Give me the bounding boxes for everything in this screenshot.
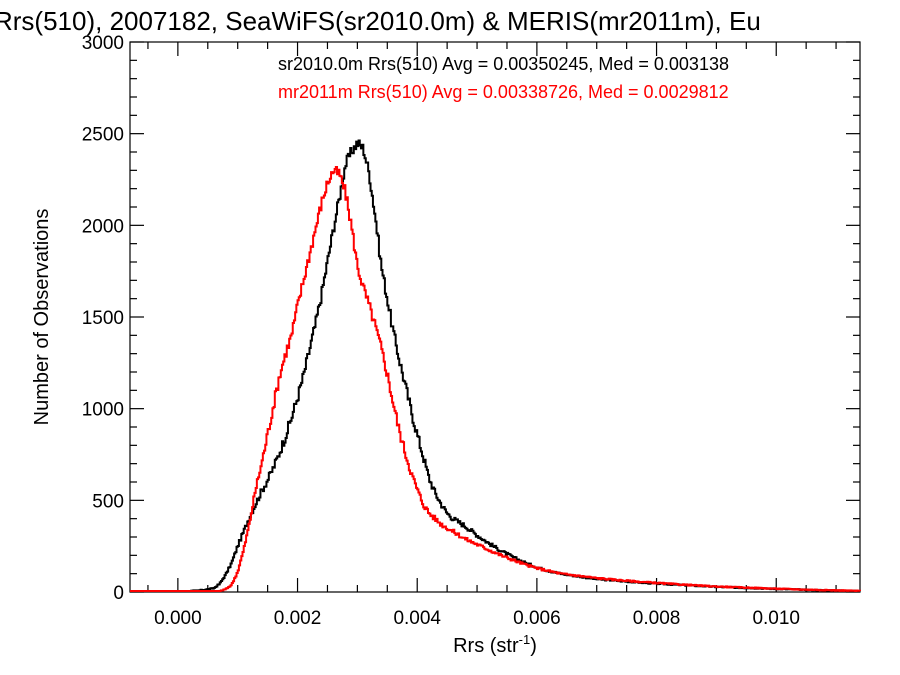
x-tick-label: 0.010 <box>752 608 800 629</box>
x-tick-label: 0.000 <box>154 608 202 629</box>
y-tick-label: 3000 <box>82 33 124 54</box>
y-tick-label: 0 <box>113 583 124 604</box>
x-tick-label: 0.008 <box>633 608 681 629</box>
x-tick-label: 0.006 <box>513 608 561 629</box>
plot-frame <box>129 41 861 593</box>
y-tick-label: 500 <box>92 491 124 512</box>
series-sr2010-line <box>130 139 860 592</box>
y-tick-label: 2000 <box>82 216 124 237</box>
x-axis-ticks: 0.000 0.002 0.004 0.006 0.008 0.010 <box>147 42 837 629</box>
x-axis-label-superscript: -1 <box>519 632 531 647</box>
y-axis-ticks: 0 500 1000 1500 2000 2500 3000 <box>82 33 860 604</box>
x-tick-label: 0.002 <box>274 608 322 629</box>
x-axis-label-close: ) <box>530 635 537 657</box>
x-axis-label-main: Rrs (str <box>453 635 519 657</box>
chart-title: Rrs(510), 2007182, SeaWiFS(sr2010.0m) & … <box>0 6 761 36</box>
annotation-sr2010: sr2010.0m Rrs(510) Avg = 0.00350245, Med… <box>278 54 729 74</box>
series-layer <box>130 139 861 592</box>
y-axis-label: Number of Observations <box>31 209 53 426</box>
y-tick-label: 2500 <box>82 125 124 146</box>
annotation-mr2011: mr2011m Rrs(510) Avg = 0.00338726, Med =… <box>278 82 729 102</box>
x-axis-label: Rrs (str-1) <box>453 632 537 657</box>
series-mr2011-line <box>130 166 861 592</box>
y-tick-label: 1000 <box>82 400 124 421</box>
x-tick-label: 0.004 <box>393 608 441 629</box>
y-tick-label: 1500 <box>82 308 124 329</box>
